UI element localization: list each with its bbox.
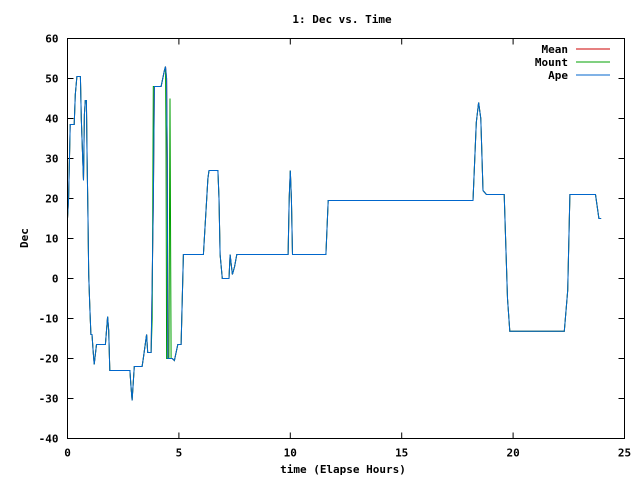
series-line-ape [67, 66, 602, 401]
plot-frame [67, 38, 625, 439]
y-tick-label: 60 [45, 33, 58, 46]
x-tick-label: 25 [618, 447, 631, 460]
y-axis-ticks: -40 -30 -20 -10 0 10 20 30 40 50 60 [39, 33, 625, 446]
y-tick-label: -40 [39, 433, 59, 446]
x-tick-label: 5 [176, 447, 183, 460]
x-tick-label: 20 [506, 447, 519, 460]
y-tick-label: 20 [45, 193, 58, 206]
y-tick-label: -10 [39, 313, 59, 326]
x-tick-label: 10 [284, 447, 297, 460]
chart-title: 1: Dec vs. Time [292, 13, 392, 26]
x-axis-ticks: 0 5 10 15 20 25 [64, 38, 631, 460]
legend-label-mount: Mount [535, 56, 568, 69]
y-tick-label: -30 [39, 393, 59, 406]
y-axis-label: Dec [18, 228, 31, 248]
y-tick-label: 50 [45, 73, 58, 86]
y-tick-label: 10 [45, 233, 58, 246]
x-axis-label: time (Elapse Hours) [280, 463, 406, 476]
x-tick-label: 15 [395, 447, 408, 460]
x-tick-label: 0 [64, 447, 71, 460]
series-layer [67, 66, 602, 401]
y-tick-label: 0 [52, 273, 59, 286]
y-tick-label: 30 [45, 153, 58, 166]
y-tick-label: -20 [39, 353, 59, 366]
legend-label-mean: Mean [542, 43, 569, 56]
y-tick-label: 40 [45, 113, 58, 126]
legend-label-ape: Ape [548, 69, 568, 82]
